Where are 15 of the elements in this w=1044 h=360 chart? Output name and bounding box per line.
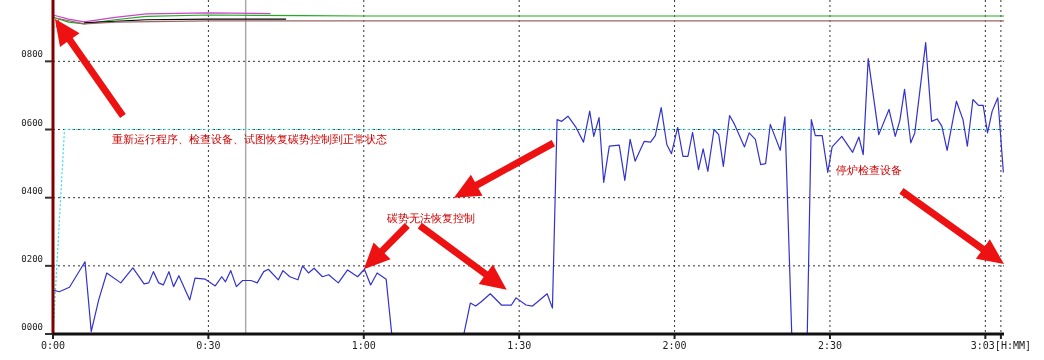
y-tick-label: 0200 (21, 253, 43, 264)
annotation: 碳势无法恢复控制 (386, 211, 476, 224)
y-tick-label: 0000 (21, 322, 43, 332)
x-tick-label: 1:30 (507, 340, 532, 351)
x-tick-label: 2:00 (662, 340, 687, 351)
y-tick-label: 0400 (21, 185, 43, 196)
annotation: 停炉检查设备 (836, 163, 903, 176)
x-tick-label: 3:03[H:MM] (970, 340, 1031, 351)
x-tick-label: 2:30 (817, 340, 843, 351)
y-tick-label: 0800 (21, 49, 43, 60)
x-tick-label: 0:30 (196, 340, 221, 351)
y-tick-label: 0600 (21, 117, 43, 128)
annotation: 重新运行程序、检查设备、试图恢复碳势控制到正常状态 (112, 133, 388, 146)
x-tick-label: 0:00 (40, 340, 66, 351)
x-tick-label: 1:00 (351, 340, 376, 351)
